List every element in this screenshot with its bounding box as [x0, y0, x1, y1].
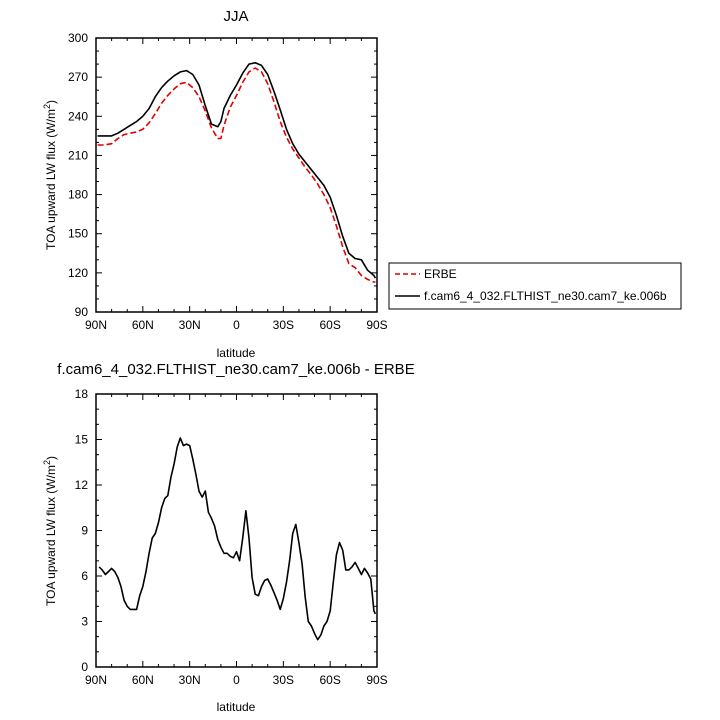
top-series-line-model	[97, 61, 377, 279]
bottom-y-tick-label: 18	[75, 387, 89, 401]
bottom-x-tick-label: 0	[233, 673, 240, 687]
top-x-tick-label: 30N	[179, 318, 201, 332]
top-y-label-sup: 2	[42, 104, 52, 109]
top-x-tick-label: 0	[233, 318, 240, 332]
top-x-tick-label: 90N	[85, 318, 107, 332]
top-x-axis-label: latitude	[217, 346, 256, 360]
top-chart: JJA 90N 60N 30N 0 30S 60S 90S 90 120 150 180 210 240…	[42, 8, 388, 360]
bottom-y-tick-label: 3	[81, 615, 88, 629]
top-y-tick-label: 210	[68, 148, 88, 162]
top-y-tick-label: 270	[68, 70, 88, 84]
top-x-tick-label: 60N	[132, 318, 154, 332]
top-y-tick-label: 300	[68, 31, 88, 45]
bottom-y-tick-label: 12	[75, 478, 89, 492]
top-y-tick-label: 240	[68, 109, 88, 123]
bottom-y-tick-label: 0	[81, 660, 88, 674]
bottom-x-tick-label: 30S	[273, 673, 294, 687]
top-y-tick-label: 90	[75, 305, 89, 319]
top-y-label-main: TOA upward LW flux (W/m	[44, 109, 58, 250]
bottom-y-label-sup: 2	[42, 460, 52, 465]
bottom-x-tick-label: 60S	[319, 673, 340, 687]
top-x-tick-label: 90S	[366, 318, 387, 332]
bottom-axis-ticks: 90N 60N 30N 0 30S 60S 90S 0 3 6 9 12 15 18	[75, 387, 388, 687]
bottom-chart: f.cam6_4_032.FLTHIST_ne30.cam7_ke.006b -…	[42, 361, 415, 714]
bottom-x-tick-label: 60N	[132, 673, 154, 687]
bottom-plot-frame	[95, 393, 378, 668]
top-chart-title: JJA	[223, 8, 248, 25]
bottom-y-tick-label: 6	[81, 569, 88, 583]
top-axis-ticks: 90N 60N 30N 0 30S 60S 90S 90 120 150 180 210 240 270 3…	[68, 31, 388, 332]
legend-label-erbe: ERBE	[424, 267, 457, 281]
top-y-tick-label: 120	[68, 266, 88, 280]
top-y-axis-label: TOA upward LW flux (W/m2)	[42, 100, 58, 250]
top-y-tick-label: 150	[68, 227, 88, 241]
bottom-y-axis-label: TOA upward LW flux (W/m2)	[42, 456, 58, 606]
legend-box	[388, 262, 682, 310]
bottom-series-group	[98, 437, 377, 641]
top-x-tick-label: 60S	[319, 318, 340, 332]
bottom-y-label-close: )	[44, 456, 58, 460]
top-series-group	[97, 61, 377, 283]
bottom-x-axis-label: latitude	[217, 700, 256, 714]
top-y-tick-label: 180	[68, 188, 88, 202]
bottom-x-tick-label: 90S	[366, 673, 387, 687]
top-x-tick-label: 30S	[273, 318, 294, 332]
bottom-y-label-main: TOA upward LW flux (W/m	[44, 465, 58, 606]
bottom-y-tick-label: 15	[75, 433, 89, 447]
bottom-x-tick-label: 90N	[85, 673, 107, 687]
bottom-x-tick-label: 30N	[179, 673, 201, 687]
bottom-series-line-difference	[98, 437, 377, 641]
bottom-chart-title: f.cam6_4_032.FLTHIST_ne30.cam7_ke.006b -…	[57, 361, 414, 378]
legend-label-model: f.cam6_4_032.FLTHIST_ne30.cam7_ke.006b	[424, 289, 667, 303]
top-series-line-erbe	[97, 67, 376, 283]
legend: ERBE f.cam6_4_032.FLTHIST_ne30.cam7_ke.0…	[388, 262, 682, 310]
top-y-label-close: )	[44, 100, 58, 104]
bottom-y-tick-label: 9	[81, 524, 88, 538]
top-plot-frame	[95, 37, 378, 313]
